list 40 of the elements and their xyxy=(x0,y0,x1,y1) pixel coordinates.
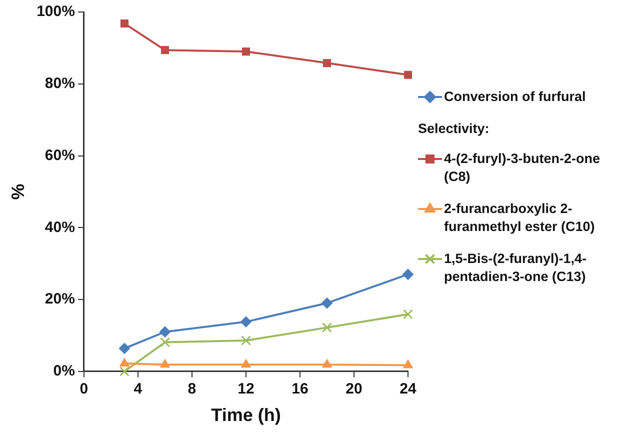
point xyxy=(241,359,251,368)
point xyxy=(240,336,251,346)
x-tick-label: 8 xyxy=(188,380,196,398)
y-axis-title: % xyxy=(8,184,28,200)
point xyxy=(120,358,130,366)
point xyxy=(160,46,170,54)
text: Selectivity: xyxy=(418,120,490,138)
point xyxy=(322,322,332,333)
x-tick-label: 24 xyxy=(400,380,417,398)
legend-label: 2-furancarboxylic 2-furanmethyl ester (C10) xyxy=(444,200,596,236)
point xyxy=(403,309,413,320)
x-tick-label: 12 xyxy=(238,380,254,398)
y-tick-label: 20% xyxy=(44,290,75,308)
point xyxy=(119,366,130,376)
x-axis-title: Time (h) xyxy=(211,405,281,426)
x-tick-label: 16 xyxy=(292,380,308,398)
x-tick-label: 0 xyxy=(80,380,88,398)
y-tick-label: 80% xyxy=(44,75,75,92)
x-tick-label: 20 xyxy=(346,380,362,398)
y-tick-label: 40% xyxy=(44,218,75,236)
point xyxy=(402,268,414,280)
point xyxy=(160,359,170,368)
point xyxy=(321,298,332,309)
point xyxy=(242,48,250,56)
point xyxy=(240,316,252,328)
y-tick-label: 0% xyxy=(53,362,75,380)
point xyxy=(159,326,170,338)
point xyxy=(403,360,413,368)
point xyxy=(118,342,130,354)
point xyxy=(120,19,129,28)
point xyxy=(322,359,332,368)
legend-label: 4-(2-furyl)-3-buten-2-one (C8) xyxy=(444,150,601,186)
y-tick-label: 100% xyxy=(36,3,75,20)
y-tick-label: 60% xyxy=(44,146,75,164)
x-tick-label: 4 xyxy=(134,380,143,398)
legend-label: 1,5-Bis-(2-furanyl)-1,4-pentadien-3-one (C13) xyxy=(444,250,588,286)
legend-label: Conversion of furfural xyxy=(444,88,586,106)
point xyxy=(160,337,170,348)
point xyxy=(322,59,332,68)
point xyxy=(404,70,412,79)
